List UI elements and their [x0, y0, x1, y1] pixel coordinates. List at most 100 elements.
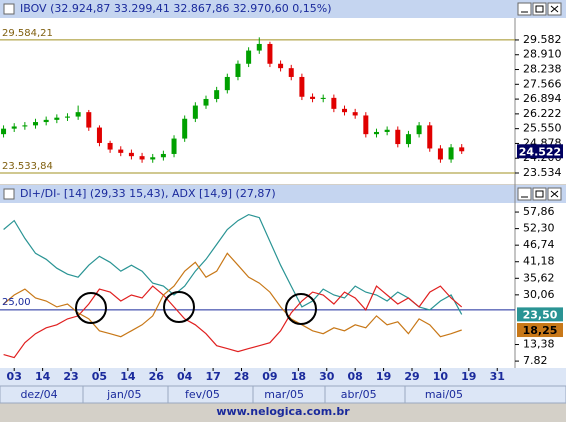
month-label: fev/05 [185, 388, 220, 401]
candle-body [22, 125, 28, 127]
candle-body [373, 131, 379, 135]
candle-body [128, 152, 134, 157]
candle-body [203, 98, 209, 106]
candle-body [182, 118, 188, 139]
candle-body [96, 127, 102, 143]
candle-body [139, 156, 145, 160]
y-tick-label: 46,74 [523, 238, 555, 251]
y-tick-label: 26.222 [523, 107, 562, 120]
candle-body [107, 142, 113, 150]
candle-body [395, 129, 401, 145]
x-tick-label: 28 [234, 370, 249, 383]
value-box-label: 23,50 [523, 308, 558, 321]
y-tick-label: 26.894 [523, 92, 562, 105]
x-tick-label: 19 [376, 370, 391, 383]
candle-body [54, 117, 60, 120]
y-tick-label: 41,18 [523, 255, 555, 268]
candle-body [320, 97, 326, 99]
candle-body [224, 76, 230, 91]
candle-body [11, 126, 17, 129]
value-box [517, 323, 563, 338]
series-line [3, 252, 462, 338]
y-tick-label: 52,30 [523, 222, 555, 235]
x-tick-label: 29 [404, 370, 419, 383]
candle-body [235, 63, 241, 77]
month-label: abr/05 [341, 388, 377, 401]
reference-label: 25,00 [2, 297, 31, 308]
value-box-label: 24.522 [519, 145, 561, 158]
price-panel [0, 18, 566, 184]
candle-body [310, 96, 316, 99]
candle-body [299, 76, 305, 97]
y-tick-label: 35,62 [523, 271, 555, 284]
y-tick-label: 30,06 [523, 288, 555, 301]
y-tick-label: 25.550 [523, 122, 562, 135]
x-tick-label: 04 [177, 370, 193, 383]
candle-body [416, 125, 422, 135]
value-box [517, 144, 563, 159]
candle-body [267, 43, 273, 64]
candle-body [1, 128, 7, 135]
x-tick-label: 17 [205, 370, 220, 383]
x-tick-label: 10 [433, 370, 449, 383]
series-line [3, 213, 463, 315]
candle-body [246, 50, 252, 64]
candle-body [448, 147, 454, 160]
x-tick-label: 30 [319, 370, 335, 383]
x-tick-label: 31 [490, 370, 505, 383]
candle-body [150, 157, 156, 160]
y-tick-label: 27.566 [523, 77, 562, 90]
candle-body [171, 138, 177, 154]
y-tick-label: 57,86 [523, 205, 555, 218]
x-tick-label: 03 [7, 370, 22, 383]
value-box [517, 307, 563, 322]
x-tick-label: 14 [120, 370, 136, 383]
candle-body [331, 97, 337, 109]
day-strip [0, 368, 566, 386]
y-tick-label: 7.82 [523, 354, 548, 367]
y-tick-label: 28.910 [523, 48, 562, 61]
candle-body [75, 112, 81, 117]
candle-body [214, 90, 220, 99]
y-tick-label: 23.534 [523, 166, 562, 179]
y-tick-label: 29.582 [523, 33, 562, 46]
window-buttons[interactable] [3, 2, 562, 201]
title-bar [0, 185, 566, 203]
candle-body [288, 68, 294, 77]
candle-body [427, 125, 433, 149]
value-box-label: 18,25 [523, 324, 558, 337]
y-tick-label: 13,38 [523, 338, 555, 351]
candle-body [118, 149, 124, 153]
reference-label: 23.533,84 [2, 161, 53, 172]
reference-label: 29.584,21 [2, 28, 53, 39]
candle-body [459, 147, 465, 152]
candle-body [192, 105, 198, 119]
title-bar [0, 0, 566, 18]
candle-body [342, 108, 348, 113]
candle-body [278, 63, 284, 69]
crossing-circles [75, 291, 317, 325]
x-tick-label: 08 [348, 370, 363, 383]
indicator-panel [0, 203, 566, 368]
y-tick-label: 28.238 [523, 63, 562, 76]
price-title: IBOV (32.924,87 33.299,41 32.867,86 32.9… [20, 2, 332, 15]
candle-body [43, 119, 49, 123]
month-strip [0, 385, 566, 404]
candle-body [86, 112, 92, 128]
candle-body [363, 115, 369, 135]
x-tick-label: 05 [92, 370, 107, 383]
x-tick-label: 09 [262, 370, 277, 383]
indicator-title: DI+/DI- [14] (29,33 15,43), ADX [14,9] (… [20, 187, 276, 200]
candle-body [437, 148, 443, 160]
x-tick-label: 19 [461, 370, 476, 383]
candle-body [384, 129, 390, 132]
candle-body [33, 122, 39, 126]
candle-body [405, 134, 411, 145]
x-tick-label: 18 [291, 370, 306, 383]
candle-body [352, 112, 358, 116]
candle-body [64, 116, 70, 118]
footer: www.nelogica.com.br [216, 405, 350, 418]
candle-body [256, 43, 262, 51]
month-label: jan/05 [106, 388, 141, 401]
